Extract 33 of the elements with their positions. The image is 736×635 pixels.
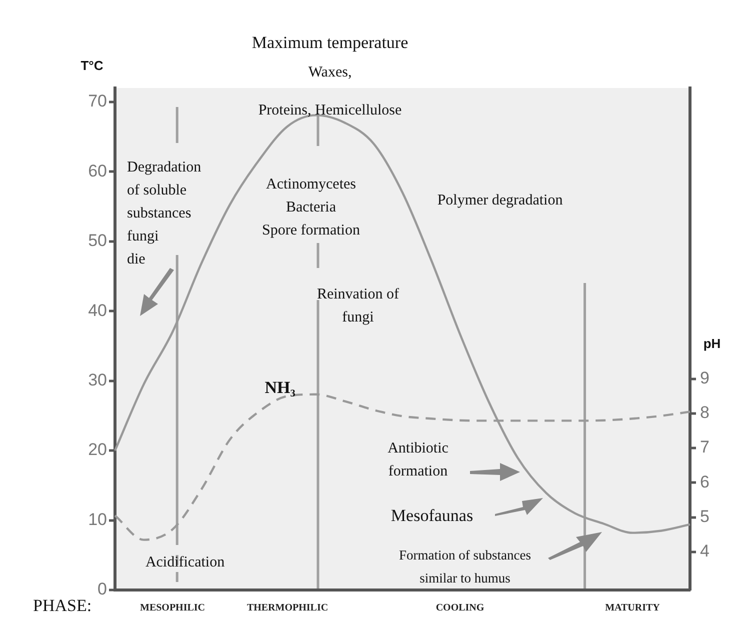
x-axis-title: PHASE: [33,596,92,615]
y2-tick-label: 9 [700,368,710,388]
x-tick-label: MATURITY [605,602,661,614]
x-tick-label: MESOPHILIC [140,602,206,614]
y2-tick-label: 4 [700,542,710,561]
y-tick-label: 40 [88,300,107,320]
annotation: Reinvation of fungi [316,286,400,326]
y2-tick-label: 5 [700,506,710,526]
x-tick-label: COOLING [436,602,484,614]
y2-tick-label: 6 [700,472,710,492]
y-axis-title: T°C [80,58,104,74]
y2-tick-label: 7 [700,438,710,457]
y-tick-label: 30 [88,370,107,390]
y-tick-label: 20 [88,440,107,460]
annotation: Actinomycetes Bacteria Spore formation [262,176,360,238]
annotation: Acidification [145,554,226,570]
annotation: Formation of substances similar to humus [399,547,531,586]
annotation: Mesofaunas [390,506,474,525]
annotation: Antibiotic formation [388,440,449,480]
y-tick-label: 50 [88,231,107,250]
y-tick-label: 10 [88,510,107,529]
annotation: Degradation of soluble substances fungi die [127,159,202,268]
annotation: NH₃ [264,378,296,397]
text: Waxes, [308,64,352,80]
annotation: Polymer degradation [437,192,564,208]
y-tick-label: 60 [88,161,107,180]
y2-tick-label: 8 [700,403,710,422]
annotation: Proteins, Hemicellulose [258,102,402,118]
x-tick-label: THERMOPHILIC [246,602,328,614]
y-tick-label: 0 [98,580,107,599]
y2-axis-title: pH [703,336,721,352]
y-tick-label: 70 [88,92,107,111]
chart-title: Maximum temperature [252,32,408,52]
